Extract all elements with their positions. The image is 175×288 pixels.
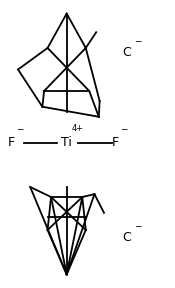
- Text: −: −: [16, 124, 24, 133]
- Text: C: C: [122, 46, 131, 59]
- Text: −: −: [120, 124, 128, 133]
- Text: −: −: [134, 221, 142, 230]
- Text: −: −: [134, 36, 142, 45]
- Text: F: F: [112, 136, 119, 149]
- Text: Ti: Ti: [61, 136, 72, 149]
- Text: 4+: 4+: [72, 124, 84, 133]
- Text: F: F: [8, 136, 15, 149]
- Text: C: C: [122, 231, 131, 244]
